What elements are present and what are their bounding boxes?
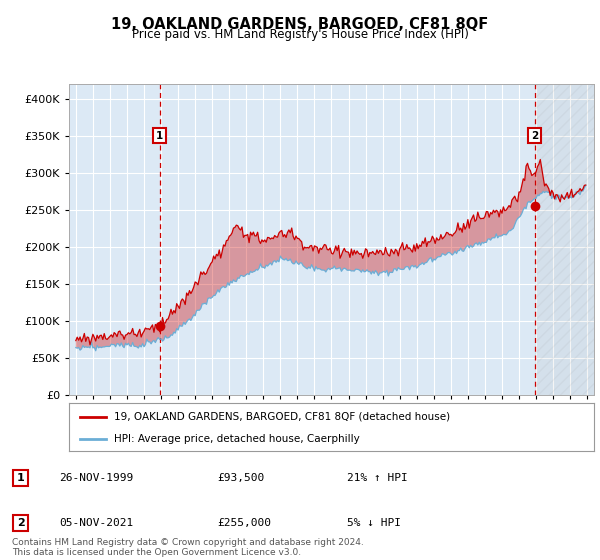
Text: Contains HM Land Registry data © Crown copyright and database right 2024.
This d: Contains HM Land Registry data © Crown c… [12,538,364,557]
Text: 5% ↓ HPI: 5% ↓ HPI [347,518,401,528]
Text: £255,000: £255,000 [218,518,272,528]
Text: 2: 2 [17,518,25,528]
Text: Price paid vs. HM Land Registry's House Price Index (HPI): Price paid vs. HM Land Registry's House … [131,28,469,41]
Text: 21% ↑ HPI: 21% ↑ HPI [347,473,408,483]
Text: HPI: Average price, detached house, Caerphilly: HPI: Average price, detached house, Caer… [113,434,359,444]
Text: 1: 1 [156,131,163,141]
Text: 26-NOV-1999: 26-NOV-1999 [59,473,133,483]
Text: 1: 1 [17,473,25,483]
Text: 2: 2 [531,131,538,141]
Bar [535,84,594,395]
Text: 19, OAKLAND GARDENS, BARGOED, CF81 8QF (detached house): 19, OAKLAND GARDENS, BARGOED, CF81 8QF (… [113,412,450,422]
Text: 05-NOV-2021: 05-NOV-2021 [59,518,133,528]
Text: 19, OAKLAND GARDENS, BARGOED, CF81 8QF: 19, OAKLAND GARDENS, BARGOED, CF81 8QF [112,17,488,32]
Text: £93,500: £93,500 [218,473,265,483]
